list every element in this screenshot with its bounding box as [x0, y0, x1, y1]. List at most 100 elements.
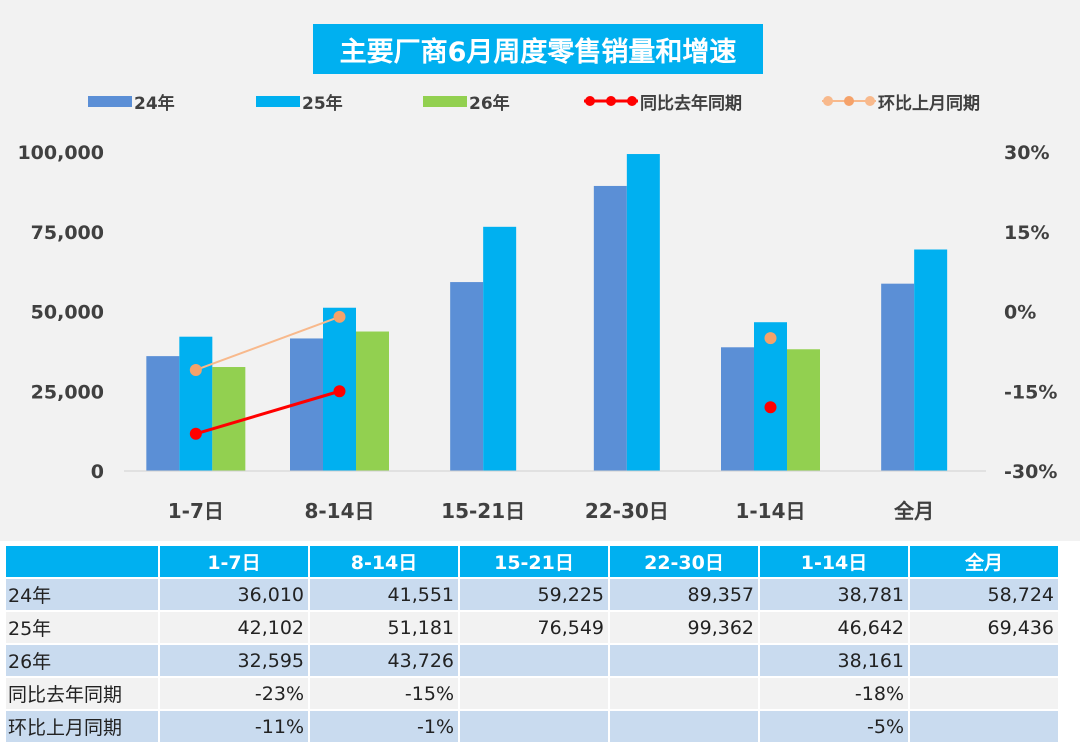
legend-label-mom: 环比上月同期 [878, 93, 980, 114]
table-cell: 58,724 [910, 579, 1058, 610]
legend-swatch-26 [423, 95, 467, 107]
table-cell [910, 645, 1058, 676]
table-cell: 51,181 [310, 612, 458, 643]
table-cell: 38,161 [760, 645, 908, 676]
y-left-tick-label: 100,000 [17, 142, 104, 164]
table-cell: 42,102 [160, 612, 308, 643]
legend-item-yoy: 同比去年同期 [582, 88, 742, 114]
y-right-tick-label: 30% [1004, 142, 1049, 164]
legend-swatch-yoy [584, 96, 638, 106]
table-header-cell: 22-30日 [610, 546, 758, 577]
legend-swatch-25 [256, 95, 300, 107]
table-cell: 41,551 [310, 579, 458, 610]
table-row: 24年 36,010 41,551 59,225 89,357 38,781 5… [6, 579, 1058, 610]
table-row-label: 环比上月同期 [6, 711, 158, 742]
table-header-cell: 1-7日 [160, 546, 308, 577]
table-cell: 36,010 [160, 579, 308, 610]
bar-24 [721, 347, 754, 471]
table-cell: -5% [760, 711, 908, 742]
legend-item-24: 24年 [88, 88, 175, 114]
table-cell: 89,357 [610, 579, 758, 610]
chart-area: 主要厂商6月周度零售销量和增速 24年 25年 26年 同比去年同期 环 [0, 0, 1080, 541]
legend-swatch-24 [88, 95, 132, 107]
table-row-label: 24年 [6, 579, 158, 610]
legend-item-25: 25年 [256, 88, 343, 114]
table-header-cell: 全月 [910, 546, 1058, 577]
table-header-cell [6, 546, 158, 577]
bar-25 [626, 154, 660, 471]
bar-26 [356, 331, 389, 471]
x-tick-label: 22-30日 [585, 499, 669, 523]
legend-swatch-mom [822, 96, 876, 106]
table-cell: 76,549 [460, 612, 608, 643]
bar-25 [754, 322, 787, 471]
legend-label-26: 26年 [469, 93, 510, 114]
table-header-cell: 15-21日 [460, 546, 608, 577]
bar-24 [146, 356, 180, 471]
legend-label-24: 24年 [134, 93, 175, 114]
table-cell [610, 711, 758, 742]
chart-plot: 0 25,000 50,000 75,000 100,000 -30% -15% 0% 15% 3… [17, 142, 1057, 523]
table-cell [610, 645, 758, 676]
table-cell: -18% [760, 678, 908, 709]
table-header-row: 1-7日 8-14日 15-21日 22-30日 1-14日 全月 [6, 546, 1058, 577]
table-cell [460, 645, 608, 676]
line-point-mom [189, 363, 202, 376]
bar-24 [593, 185, 627, 471]
legend-item-mom: 环比上月同期 [820, 88, 980, 114]
table-cell: 99,362 [610, 612, 758, 643]
bar-25 [914, 249, 948, 471]
table-cell [910, 678, 1058, 709]
table-row: 26年 32,595 43,726 38,161 [6, 645, 1058, 676]
table-cell [610, 678, 758, 709]
table-header-cell: 8-14日 [310, 546, 458, 577]
legend-item-26: 26年 [423, 88, 510, 114]
line-point-mom [764, 332, 777, 345]
x-tick-label: 15-21日 [441, 499, 525, 523]
y-right-tick-label: -30% [1004, 461, 1057, 483]
table-cell: -23% [160, 678, 308, 709]
data-table: 1-7日 8-14日 15-21日 22-30日 1-14日 全月 24年 36… [4, 544, 1060, 744]
table-cell: -1% [310, 711, 458, 742]
bar-24 [450, 282, 484, 471]
table-row: 环比上月同期 -11% -1% -5% [6, 711, 1058, 742]
line-point-yoy [764, 401, 777, 414]
x-tick-label: 8-14日 [304, 499, 374, 523]
y-left-tick-label: 0 [91, 461, 104, 483]
bar-24 [881, 283, 915, 471]
table-row-label: 25年 [6, 612, 158, 643]
y-right-tick-label: 0% [1004, 302, 1036, 324]
line-point-yoy [189, 427, 202, 440]
chart-legend: 24年 25年 26年 同比去年同期 环比上月同期 [0, 88, 1080, 114]
table-cell [910, 711, 1058, 742]
table-row: 同比去年同期 -23% -15% -18% [6, 678, 1058, 709]
table-cell: 32,595 [160, 645, 308, 676]
table-cell: -15% [310, 678, 458, 709]
y-right-tick-label: 15% [1004, 222, 1049, 244]
table-cell: 43,726 [310, 645, 458, 676]
y-left-tick-label: 25,000 [31, 381, 104, 403]
line-segment-yoy [195, 389, 340, 436]
table-cell: 38,781 [760, 579, 908, 610]
x-tick-label: 1-14日 [735, 499, 805, 523]
y-right-tick-label: -15% [1004, 381, 1057, 403]
table-row-label: 26年 [6, 645, 158, 676]
x-tick-label: 全月 [893, 499, 934, 523]
table-row-label: 同比去年同期 [6, 678, 158, 709]
chart-title: 主要厂商6月周度零售销量和增速 [313, 24, 763, 74]
table-cell [460, 678, 608, 709]
table-cell [460, 711, 608, 742]
line-segment-mom [195, 315, 340, 371]
bar-25 [483, 226, 517, 471]
table-header-cell: 1-14日 [760, 546, 908, 577]
table-row: 25年 42,102 51,181 76,549 99,362 46,642 6… [6, 612, 1058, 643]
table-cell: 46,642 [760, 612, 908, 643]
bar-26 [212, 367, 246, 471]
legend-label-yoy: 同比去年同期 [640, 93, 742, 114]
table-cell: 69,436 [910, 612, 1058, 643]
y-left-tick-label: 75,000 [31, 222, 104, 244]
legend-label-25: 25年 [302, 93, 343, 114]
table-cell: 59,225 [460, 579, 608, 610]
bar-26 [787, 349, 820, 471]
line-point-mom [333, 310, 346, 323]
